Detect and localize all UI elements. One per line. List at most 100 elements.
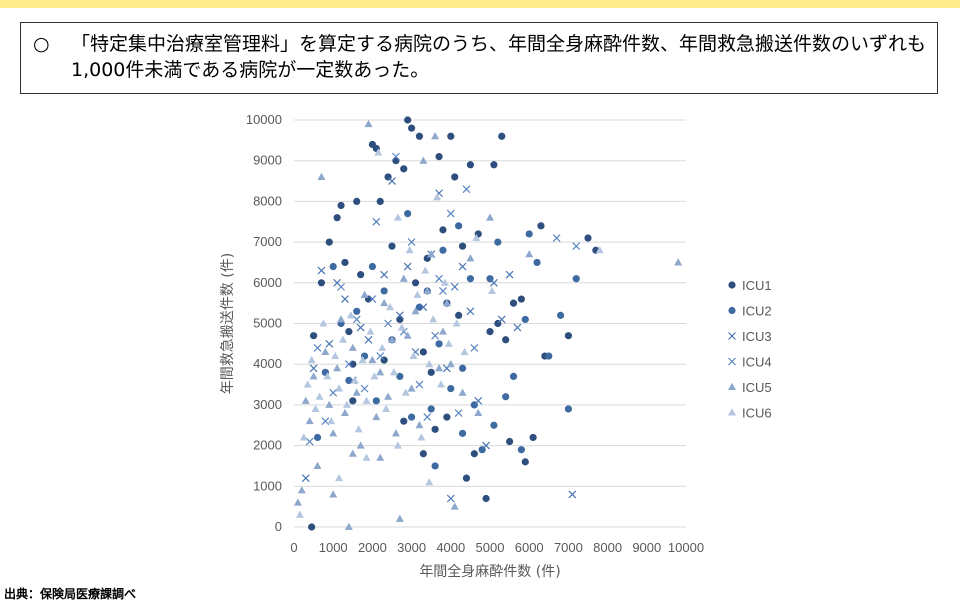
data-point-icu5 <box>391 429 400 437</box>
data-point-icu6 <box>354 425 363 433</box>
x-tick-label: 7000 <box>554 540 583 555</box>
data-point-icu1 <box>498 132 506 140</box>
data-point-icu2 <box>372 397 380 405</box>
data-point-icu5 <box>431 132 440 140</box>
legend-marker-icu6 <box>728 408 736 416</box>
x-tick-label: 1000 <box>319 540 348 555</box>
data-point-icu5 <box>403 331 412 339</box>
legend-label-icu2: ICU2 <box>742 304 772 319</box>
data-point-icu4 <box>407 238 416 247</box>
data-point-icu4 <box>329 388 338 397</box>
data-point-icu5 <box>407 384 416 392</box>
data-point-icu5 <box>376 453 385 461</box>
data-point-icu1 <box>357 271 365 279</box>
data-point-icu6 <box>425 478 434 486</box>
data-point-icu1 <box>411 279 420 287</box>
data-point-icu1 <box>509 299 518 307</box>
data-point-icu6 <box>331 351 340 360</box>
data-point-icu3 <box>489 278 498 287</box>
data-point-icu4 <box>360 384 369 393</box>
x-tick-label: 0 <box>290 540 297 555</box>
data-point-icu3 <box>482 441 491 450</box>
data-point-icu4 <box>391 152 400 161</box>
data-point-icu1 <box>502 336 510 344</box>
data-point-icu6 <box>342 400 351 408</box>
data-point-icu2 <box>368 262 376 271</box>
data-point-icu2 <box>353 307 361 315</box>
source-label: 出典：保険局医療課調べ <box>4 587 137 601</box>
data-point-icu3 <box>388 177 396 185</box>
data-point-icu1 <box>486 328 494 336</box>
data-point-icu6 <box>444 339 453 347</box>
data-point-icu1 <box>517 295 525 303</box>
data-point-icu6 <box>339 335 347 343</box>
data-point-icu5 <box>388 335 396 343</box>
data-point-icu6 <box>417 433 426 441</box>
data-point-icu3 <box>446 494 455 503</box>
data-point-icu6 <box>319 319 328 327</box>
data-point-icu1 <box>415 132 424 140</box>
data-point-icu6 <box>346 311 355 319</box>
data-point-icu6 <box>327 416 336 425</box>
data-point-icu4 <box>352 315 361 324</box>
data-point-icu5 <box>333 364 342 372</box>
data-point-icu6 <box>362 453 371 461</box>
data-point-icu6 <box>393 441 402 449</box>
data-point-icu1 <box>349 360 357 368</box>
data-point-icu5 <box>348 343 357 351</box>
data-point-icu2 <box>396 372 404 381</box>
data-point-icu5 <box>313 461 322 469</box>
data-point-icu1 <box>466 161 474 169</box>
data-point-icu4 <box>462 185 471 194</box>
y-tick-label: 3000 <box>253 397 282 412</box>
data-point-icu2 <box>380 287 388 295</box>
data-point-icu2 <box>502 393 510 401</box>
data-point-icu6 <box>405 246 414 254</box>
top-accent-bar <box>0 0 960 8</box>
data-point-icu6 <box>299 433 308 441</box>
data-point-icu6 <box>374 148 383 156</box>
y-axis-title: 年間救急搬送件数 (件) <box>220 253 236 394</box>
data-point-icu5 <box>458 388 467 396</box>
y-tick-label: 10000 <box>246 112 282 127</box>
data-point-icu6 <box>452 319 461 327</box>
data-point-icu3 <box>474 396 483 405</box>
x-tick-label: 2000 <box>358 540 387 555</box>
data-point-icu3 <box>395 311 404 320</box>
data-point-icu6 <box>393 213 402 221</box>
data-point-icu1 <box>529 433 537 442</box>
data-point-icu1 <box>317 279 326 287</box>
data-point-icu5 <box>486 213 494 221</box>
data-point-icu3 <box>403 262 412 271</box>
data-point-icu5 <box>329 429 338 437</box>
data-point-icu5 <box>356 441 365 449</box>
data-point-icu3 <box>458 262 467 271</box>
data-point-icu1 <box>482 494 490 503</box>
data-point-icu3 <box>505 270 514 279</box>
data-point-icu6 <box>409 351 418 360</box>
data-point-icu5 <box>360 290 369 299</box>
data-point-icu1 <box>462 474 471 482</box>
data-point-icu5 <box>305 416 314 425</box>
legend-marker-icu4 <box>728 357 736 366</box>
data-point-icu4 <box>439 287 447 295</box>
data-point-icu1 <box>341 258 349 267</box>
data-point-icu2 <box>435 340 443 348</box>
data-point-icu5 <box>384 392 393 400</box>
data-point-icu3 <box>364 335 373 344</box>
legend-label-icu1: ICU1 <box>742 278 772 293</box>
data-point-icu5 <box>466 254 475 262</box>
data-point-icu2 <box>490 421 498 429</box>
data-point-icu2 <box>313 433 322 442</box>
data-point-icu2 <box>455 222 463 230</box>
data-point-icu6 <box>335 473 344 482</box>
data-point-icu6 <box>370 372 379 380</box>
data-point-icu6 <box>362 396 371 404</box>
data-point-icu3 <box>380 270 389 279</box>
data-point-icu5 <box>442 298 451 307</box>
data-point-icu5 <box>399 274 408 282</box>
data-point-icu1 <box>308 523 316 531</box>
data-point-icu1 <box>419 450 427 458</box>
data-point-icu4 <box>431 331 440 340</box>
legend-marker-icu2 <box>728 306 736 315</box>
